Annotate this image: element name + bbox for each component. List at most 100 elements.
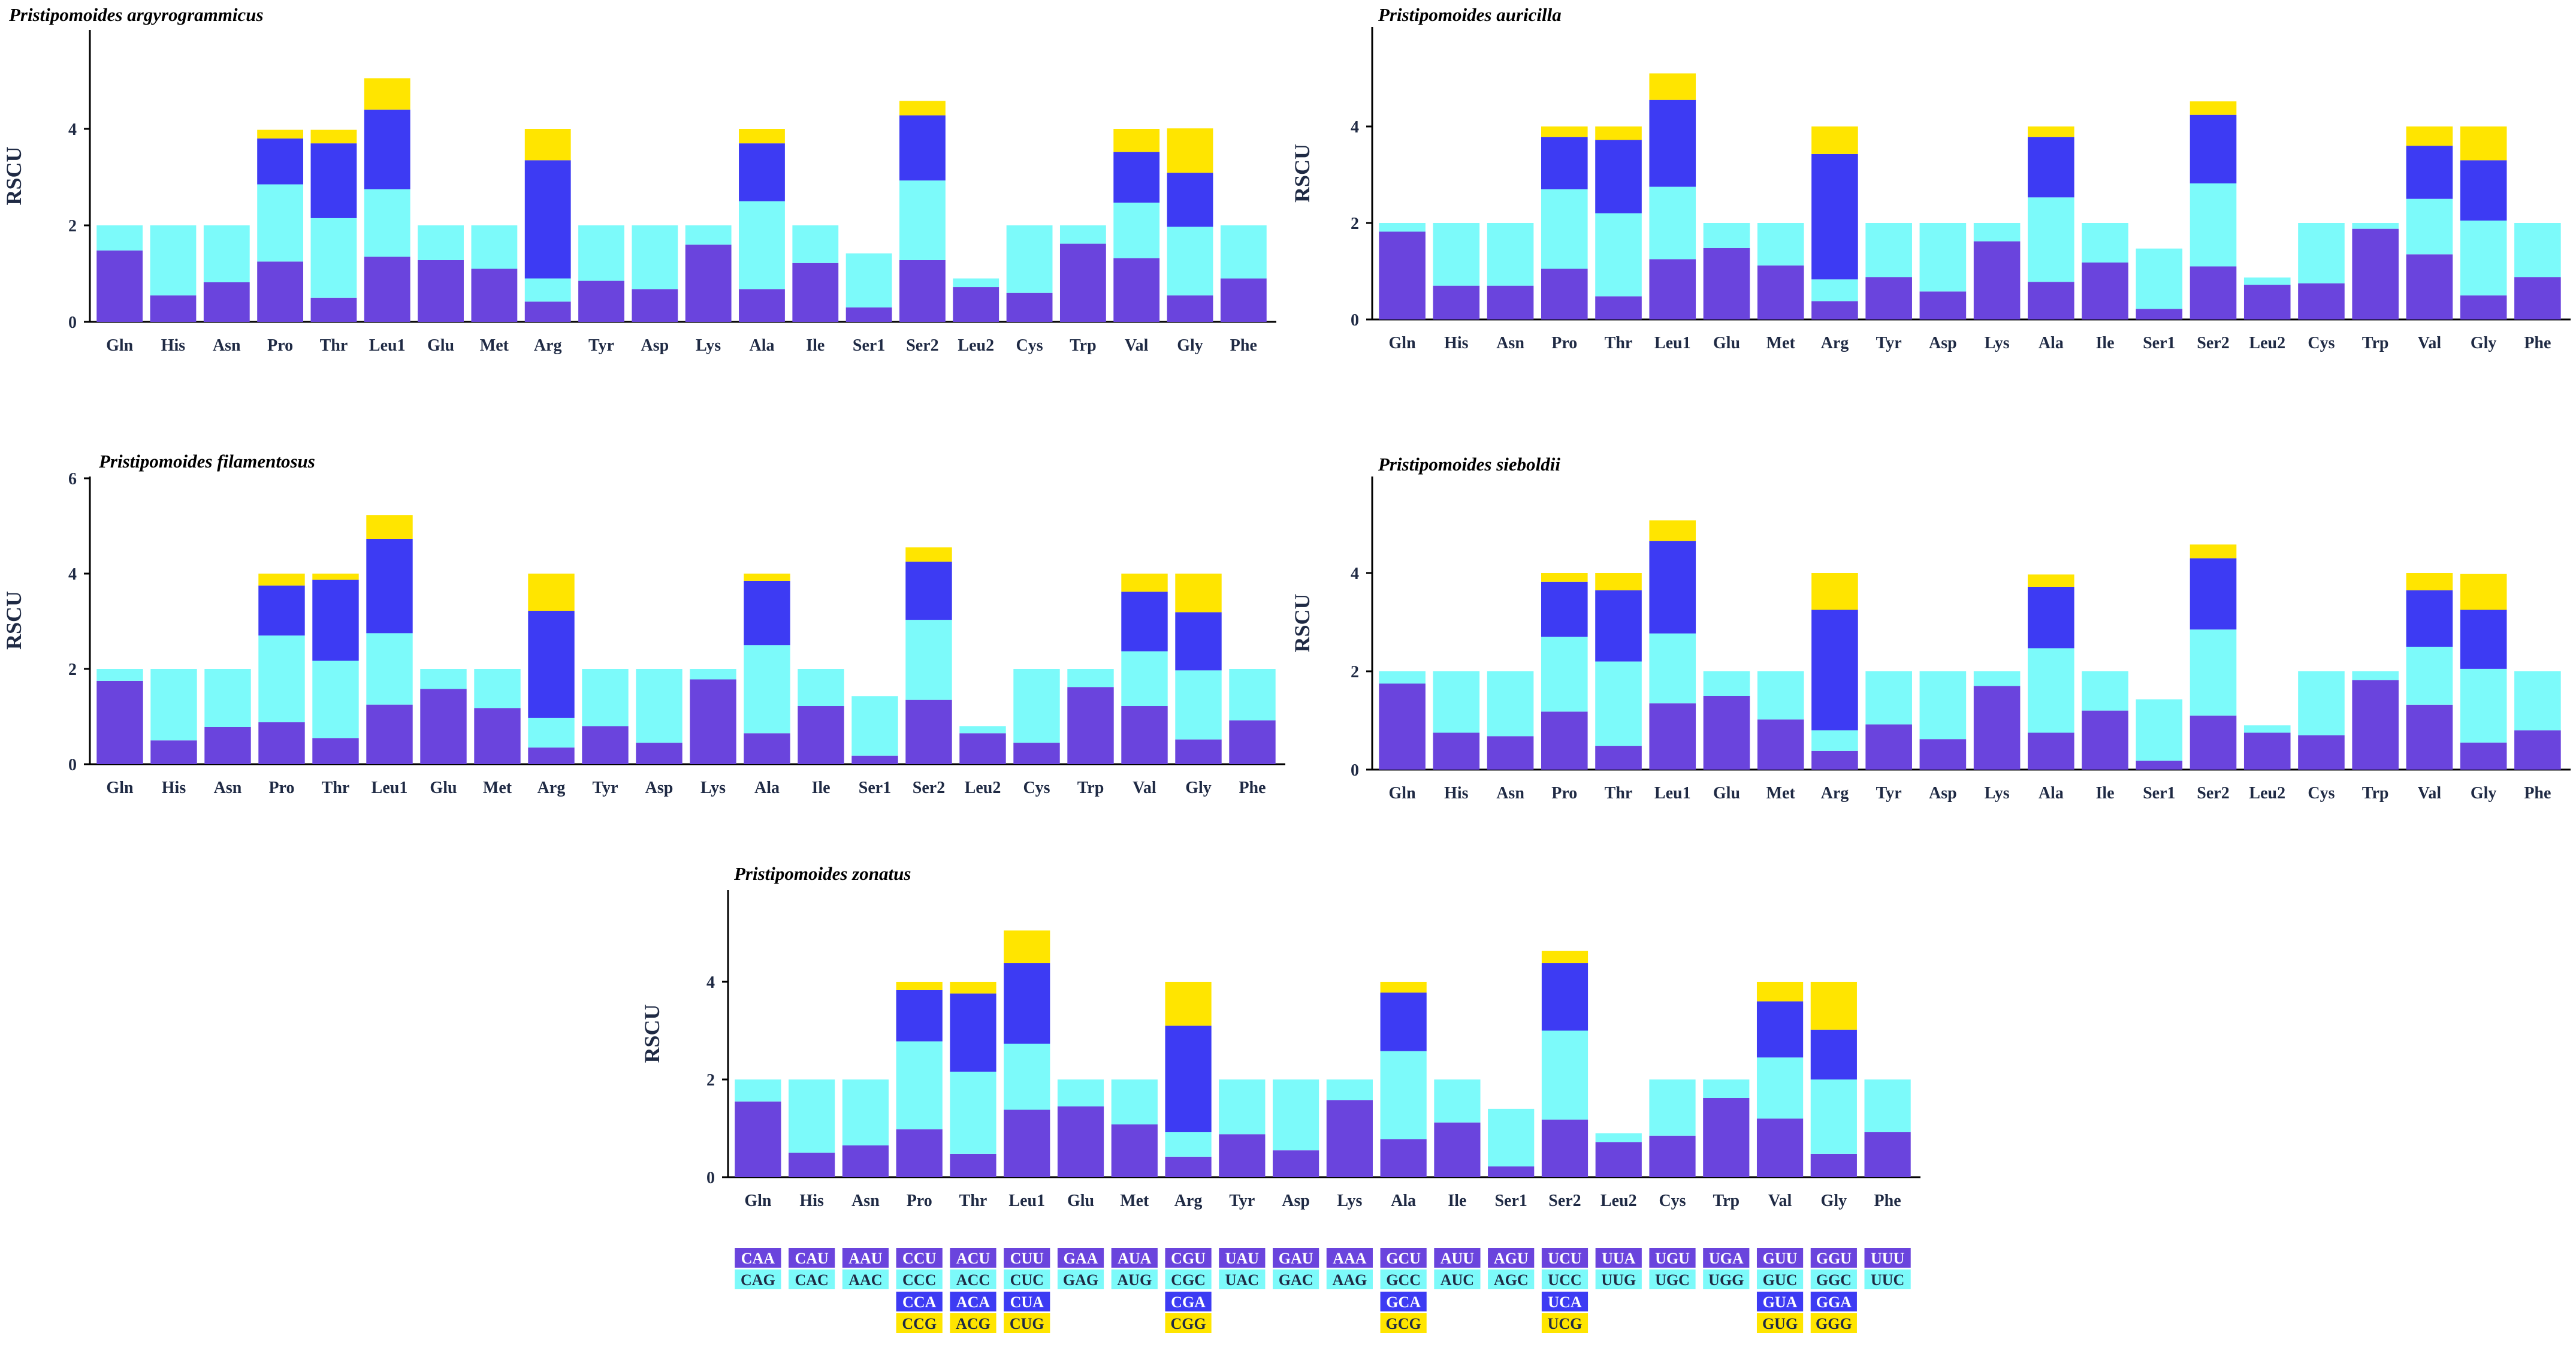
bar-segment (2243, 285, 2291, 319)
bar-segment (1057, 1079, 1104, 1106)
bar-segment (2406, 146, 2453, 199)
bar-segment (1013, 743, 1060, 764)
chart-title: Pristipomoides argyrogrammicus (8, 4, 264, 25)
bar-segment (1433, 671, 1480, 733)
x-tick-label: Ile (2096, 784, 2115, 803)
bar-segment (735, 1079, 781, 1102)
x-tick-label: Trp (1713, 1192, 1740, 1210)
codon-cell (1111, 1248, 1158, 1268)
bar-segment (1649, 1079, 1696, 1136)
bar-segment (950, 993, 996, 1072)
bar-segment (1165, 1156, 1212, 1177)
codon-cell (950, 1313, 996, 1333)
bar-segment (1595, 1133, 1642, 1142)
codon-label: AGU (1494, 1250, 1529, 1267)
codon-cell (1488, 1248, 1535, 1268)
codon-cell (896, 1292, 943, 1311)
bar-segment (474, 669, 521, 708)
x-tick-label: Ser1 (1494, 1192, 1527, 1210)
x-tick-label: Ser1 (2143, 334, 2175, 352)
y-tick-label: 0 (1351, 761, 1359, 780)
bar-segment (1488, 1108, 1535, 1167)
y-axis-label: RSCU (1290, 144, 1314, 203)
bar-segment (258, 585, 305, 636)
bar-segment (257, 129, 304, 139)
codon-cell (1004, 1292, 1050, 1311)
x-tick-label: Phe (2524, 334, 2551, 352)
bar-segment (1165, 1132, 1212, 1157)
bar-segment (1703, 223, 1750, 248)
bar-segment (1113, 129, 1160, 152)
codon-cell (1541, 1248, 1589, 1268)
codon-cell (1703, 1248, 1750, 1268)
bar-segment (258, 635, 305, 723)
bar-segment (1756, 1001, 1804, 1058)
codon-cell (1380, 1248, 1427, 1268)
bar-segment (1649, 541, 1696, 634)
y-tick-label: 2 (706, 1071, 715, 1090)
bar-segment (1649, 99, 1696, 187)
bar-segment (1541, 581, 1588, 637)
bar-segment (1121, 651, 1168, 707)
x-tick-label: Ser1 (859, 779, 891, 797)
codon-label: UCG (1548, 1315, 1583, 1332)
bar-segment (2028, 137, 2074, 198)
bar-segment (1595, 296, 1642, 319)
bar-segment (1595, 661, 1642, 746)
bar-segment (1487, 736, 1534, 770)
bar-segment (1595, 1142, 1642, 1177)
bar-segment (2460, 295, 2507, 319)
bar-segment (1487, 671, 1534, 737)
bar-segment (1811, 153, 1858, 280)
x-tick-label: Ser2 (2197, 334, 2229, 352)
codon-label: CCU (902, 1250, 937, 1267)
codon-cell (1004, 1269, 1050, 1289)
bar-segment (578, 281, 624, 322)
bar-segment (1541, 573, 1588, 582)
bar-segment (257, 184, 304, 262)
codon-cell (1756, 1248, 1804, 1268)
bar-segment (528, 611, 575, 718)
bar-segment (905, 547, 952, 562)
x-tick-label: Met (483, 779, 512, 797)
bar-segment (1487, 223, 1534, 286)
bar-segment (744, 574, 790, 581)
bar-segment (150, 669, 197, 741)
bar-segment (1541, 637, 1588, 712)
codon-label: CAA (741, 1250, 775, 1267)
x-tick-label: Ser2 (906, 336, 938, 355)
codon-label: ACC (956, 1271, 990, 1289)
codon-cell (789, 1248, 835, 1268)
bar-segment (1113, 203, 1160, 258)
x-tick-label: Asp (1929, 334, 1957, 352)
codon-label: ACG (956, 1315, 990, 1332)
codon-label: CGG (1170, 1315, 1206, 1332)
bar-segment (96, 669, 143, 681)
bar-segment (2298, 735, 2345, 770)
bar-segment (2460, 574, 2507, 610)
bar-segment (1379, 683, 1426, 770)
bar-segment (474, 708, 521, 764)
bar-segment (1487, 285, 1534, 319)
bar-segment (1649, 1135, 1696, 1177)
bar-segment (1919, 291, 1967, 319)
codon-cell (1326, 1248, 1373, 1268)
codon-label: CGU (1171, 1250, 1206, 1267)
bar-segment (2136, 248, 2183, 309)
x-tick-label: Lys (1985, 784, 2010, 803)
bar-segment (1811, 301, 1858, 319)
bar-segment (1811, 750, 1858, 770)
bar-segment (851, 696, 898, 756)
x-tick-label: Met (1766, 334, 1796, 352)
y-tick-label: 0 (706, 1169, 715, 1187)
x-tick-label: Pro (1551, 784, 1577, 803)
x-tick-label: Ala (2039, 334, 2064, 352)
y-tick-label: 4 (68, 565, 77, 584)
bar-segment (364, 189, 410, 257)
codon-label: AUA (1118, 1250, 1152, 1267)
chart-panel: Pristipomoides sieboldii RSCU 0 2 4 Gln His Asn… (1290, 454, 2571, 803)
x-tick-label: Arg (1174, 1192, 1203, 1210)
codon-cell (950, 1248, 996, 1268)
x-tick-label: Ser2 (913, 779, 945, 797)
x-tick-label: Gly (1177, 336, 1203, 355)
